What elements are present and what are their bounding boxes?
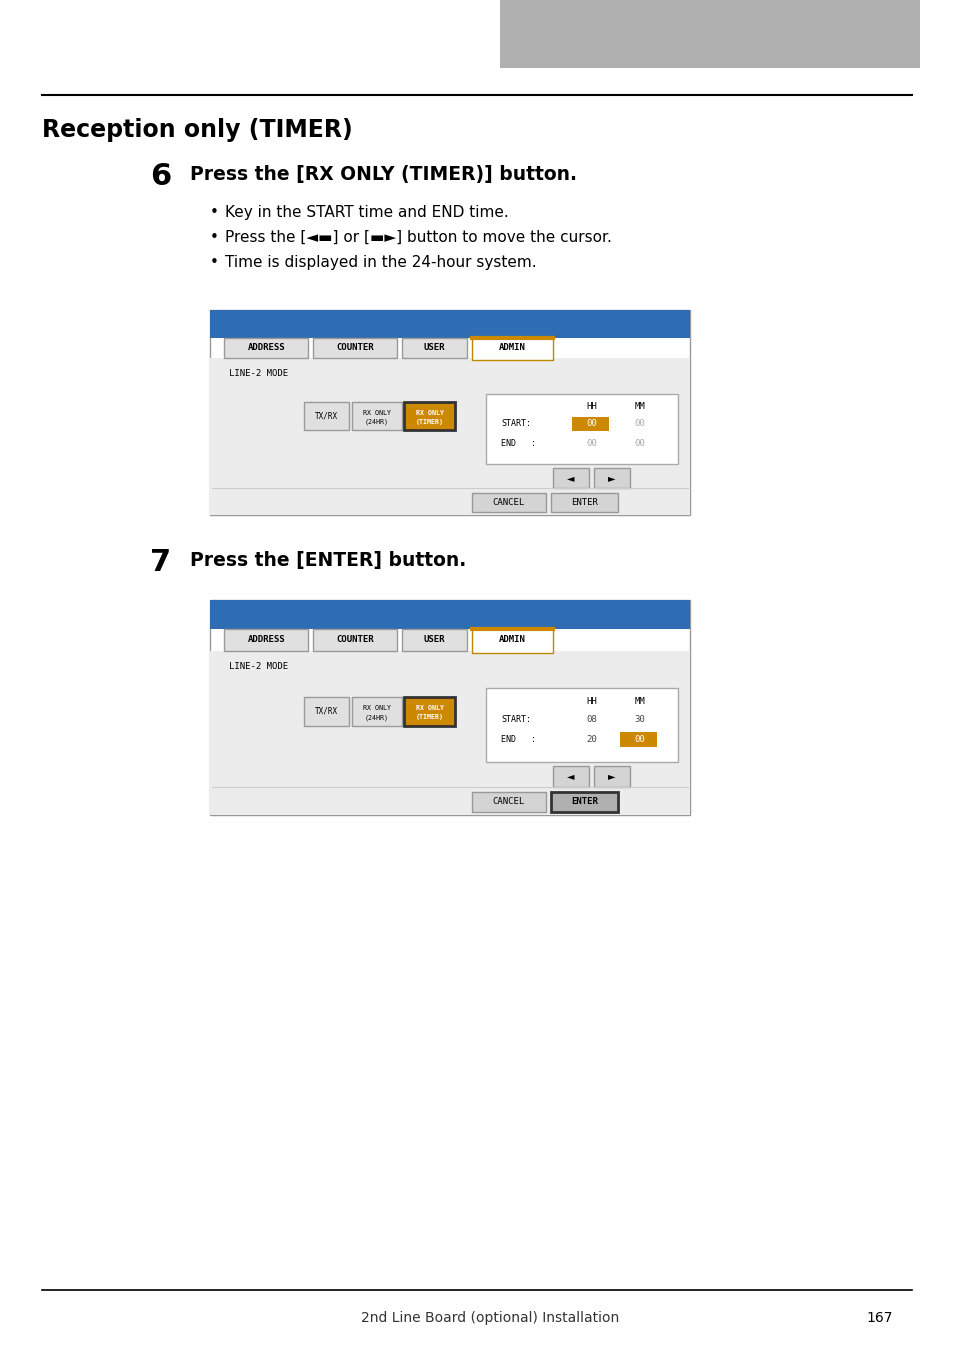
Text: 167: 167 — [866, 1312, 892, 1325]
Bar — [550, 493, 618, 512]
Text: Press the [◄▬] or [▬►] button to move the cursor.: Press the [◄▬] or [▬►] button to move th… — [225, 231, 611, 245]
Text: START:: START: — [501, 419, 531, 429]
Bar — [471, 493, 545, 512]
Text: RX ONLY: RX ONLY — [362, 410, 391, 415]
Text: ADDRESS: ADDRESS — [248, 635, 285, 644]
Text: (TIMER): (TIMER) — [416, 419, 443, 425]
Bar — [313, 630, 396, 651]
Text: HH: HH — [585, 697, 597, 705]
Text: ►: ► — [608, 473, 615, 483]
Text: HH: HH — [585, 402, 597, 411]
Text: (24HR): (24HR) — [364, 419, 389, 425]
Text: TX/RX: TX/RX — [314, 411, 337, 421]
Text: 00: 00 — [634, 438, 644, 448]
Text: ENTER: ENTER — [570, 497, 598, 507]
Bar — [471, 338, 553, 360]
Text: 00: 00 — [585, 419, 597, 429]
Text: (24HR): (24HR) — [364, 714, 389, 721]
Text: 7: 7 — [150, 549, 171, 577]
Text: COUNTER: COUNTER — [336, 635, 374, 644]
Text: USER: USER — [423, 635, 445, 644]
Text: MM: MM — [634, 697, 644, 705]
Text: 20: 20 — [585, 735, 597, 744]
Text: •: • — [210, 205, 218, 220]
Bar — [594, 468, 629, 488]
Text: RX ONLY: RX ONLY — [362, 705, 391, 710]
Text: 30: 30 — [634, 714, 644, 724]
Bar — [210, 310, 689, 515]
Text: Time is displayed in the 24-hour system.: Time is displayed in the 24-hour system. — [225, 255, 536, 270]
Bar — [401, 338, 466, 359]
Text: •: • — [210, 255, 218, 270]
Bar — [224, 630, 308, 651]
Text: ►: ► — [608, 771, 615, 782]
Bar — [210, 359, 689, 515]
Text: ◄: ◄ — [567, 473, 575, 483]
Bar — [210, 310, 689, 338]
Text: •: • — [210, 231, 218, 245]
Bar — [619, 732, 657, 747]
Text: (TIMER): (TIMER) — [416, 714, 443, 720]
Text: ADMIN: ADMIN — [498, 635, 525, 644]
Bar — [404, 697, 455, 727]
Bar — [210, 600, 689, 816]
Bar — [572, 417, 608, 431]
Text: RX ONLY: RX ONLY — [416, 705, 443, 710]
Bar — [303, 402, 349, 430]
Text: END   :: END : — [501, 735, 536, 744]
Text: RX ONLY: RX ONLY — [416, 410, 443, 415]
Bar — [553, 766, 589, 787]
Bar — [550, 793, 618, 811]
Text: Key in the START time and END time.: Key in the START time and END time. — [225, 205, 508, 220]
Text: 6: 6 — [150, 162, 172, 191]
Bar — [553, 468, 589, 488]
Text: TX/RX: TX/RX — [314, 706, 337, 716]
Text: Press the [RX ONLY (TIMER)] button.: Press the [RX ONLY (TIMER)] button. — [190, 164, 577, 183]
Text: 08: 08 — [585, 714, 597, 724]
Text: ADDRESS: ADDRESS — [248, 344, 285, 352]
Text: LINE-2 MODE: LINE-2 MODE — [229, 662, 288, 671]
Bar — [471, 630, 553, 652]
Bar — [401, 630, 466, 651]
Bar — [352, 402, 401, 430]
Bar — [210, 600, 689, 630]
Bar — [471, 793, 545, 811]
Bar — [485, 394, 678, 464]
Bar — [404, 402, 455, 430]
Text: CANCEL: CANCEL — [492, 797, 524, 806]
Bar — [303, 697, 349, 727]
Bar — [594, 766, 629, 787]
Text: ENTER: ENTER — [570, 797, 598, 806]
Text: START:: START: — [501, 714, 531, 724]
Text: CANCEL: CANCEL — [492, 497, 524, 507]
Text: USER: USER — [423, 344, 445, 352]
Bar — [313, 338, 396, 359]
Text: MM: MM — [634, 402, 644, 411]
Text: Press the [ENTER] button.: Press the [ENTER] button. — [190, 551, 466, 570]
Bar — [210, 651, 689, 816]
Text: 00: 00 — [634, 735, 644, 744]
Bar — [352, 697, 401, 727]
Text: Reception only (TIMER): Reception only (TIMER) — [42, 119, 353, 142]
Text: 00: 00 — [634, 419, 644, 429]
Text: COUNTER: COUNTER — [336, 344, 374, 352]
Text: 2nd Line Board (optional) Installation: 2nd Line Board (optional) Installation — [360, 1312, 618, 1325]
Text: END   :: END : — [501, 438, 536, 448]
Text: 00: 00 — [585, 438, 597, 448]
Text: ◄: ◄ — [567, 771, 575, 782]
Text: ADMIN: ADMIN — [498, 344, 525, 352]
Bar — [485, 687, 678, 762]
Bar — [499, 0, 919, 67]
Text: LINE-2 MODE: LINE-2 MODE — [229, 369, 288, 379]
Bar — [224, 338, 308, 359]
